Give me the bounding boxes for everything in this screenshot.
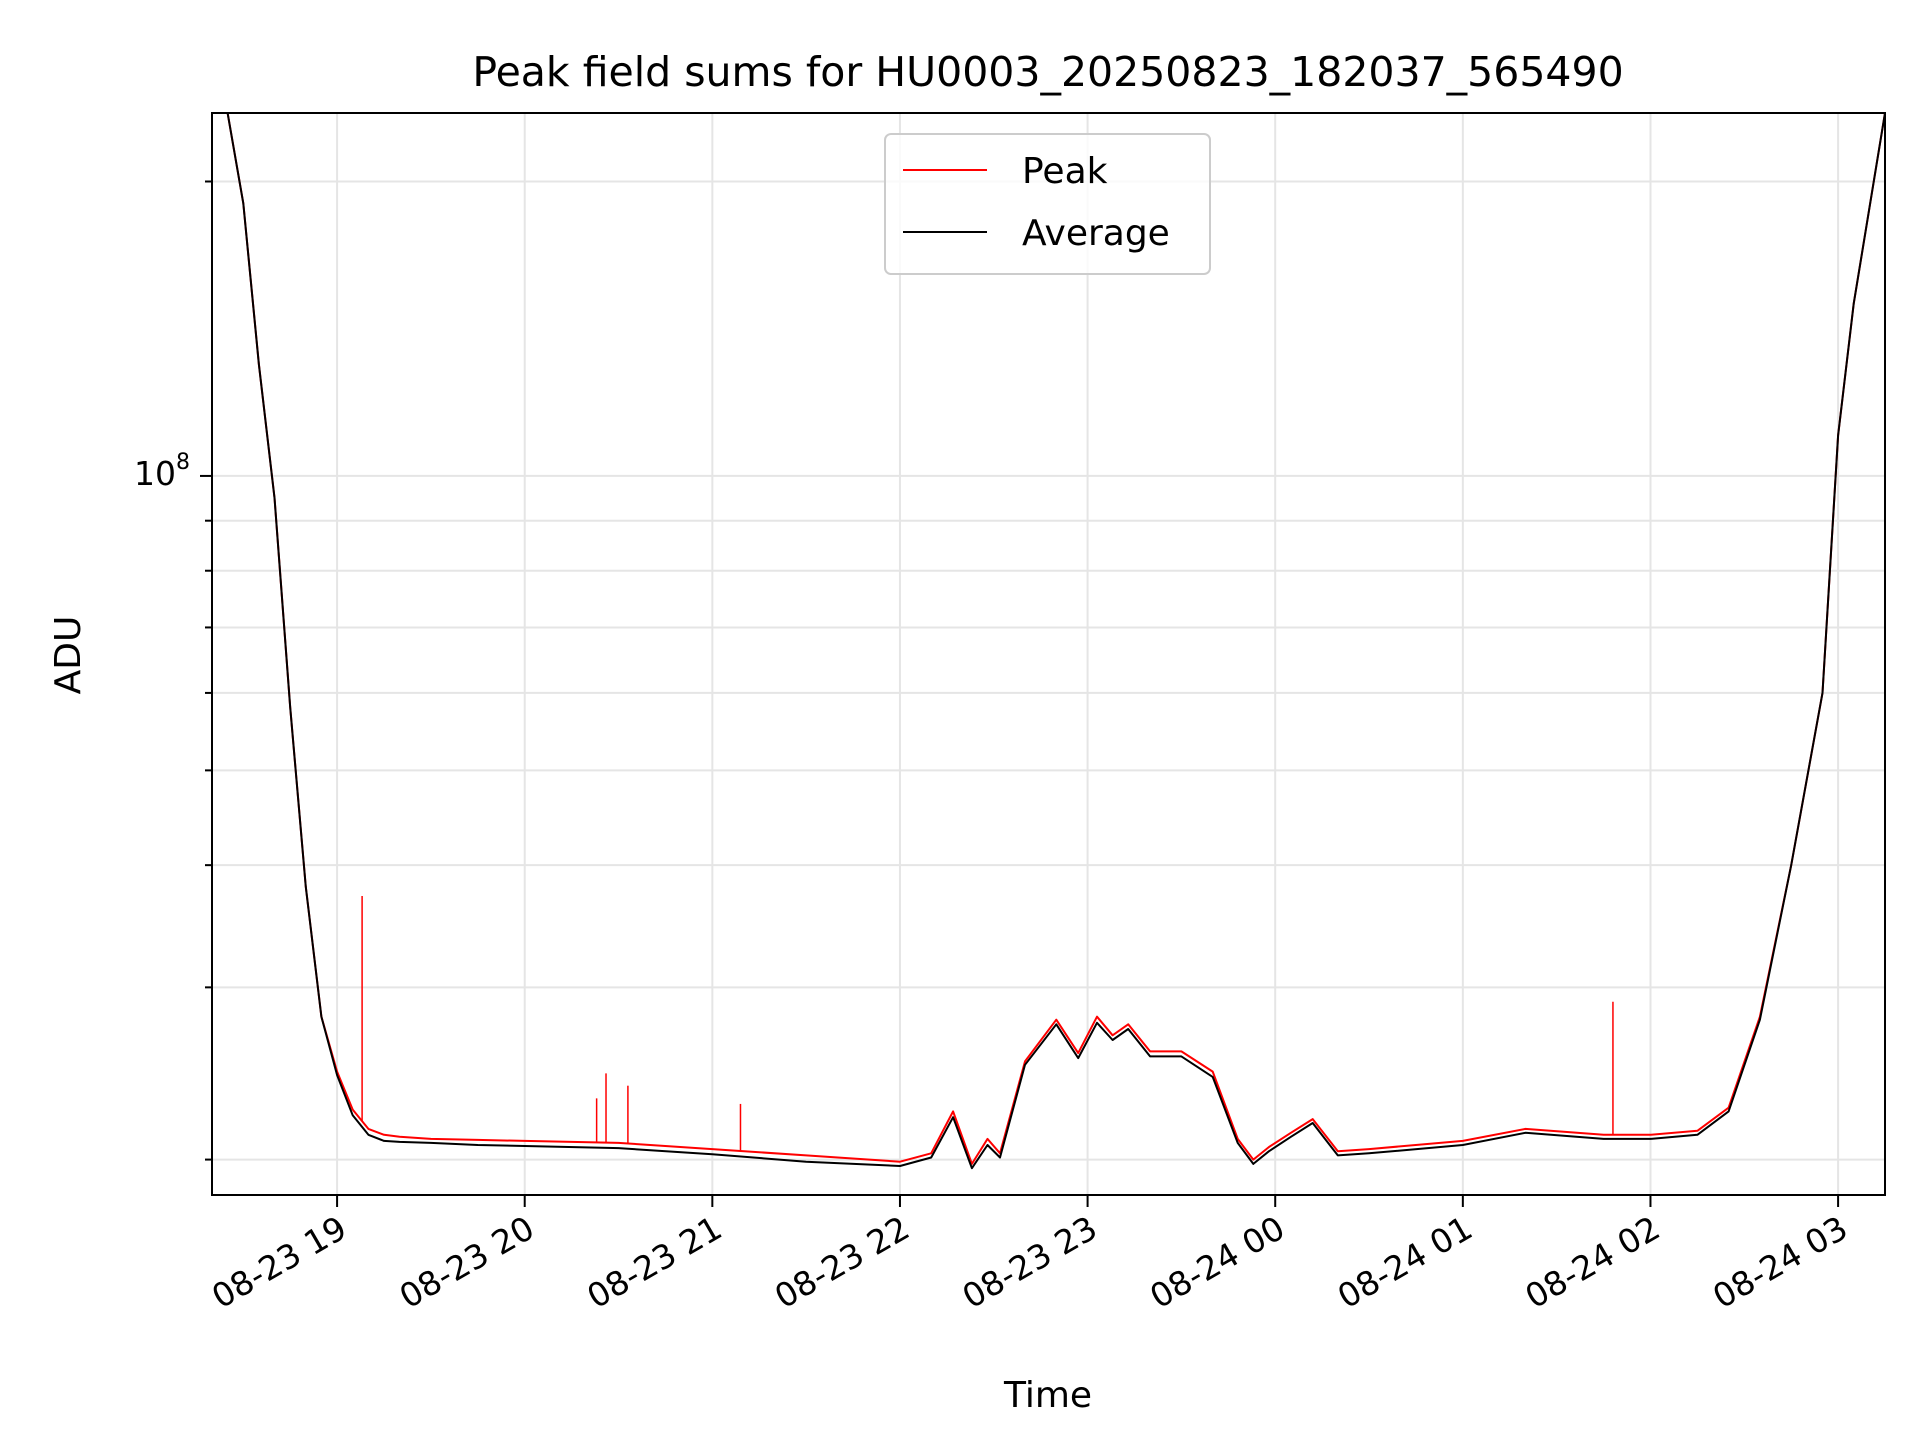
x-tick-label: 08-23 22 bbox=[768, 1208, 916, 1316]
x-tick-label: 08-24 01 bbox=[1331, 1208, 1479, 1316]
plot-frame bbox=[211, 112, 1886, 1196]
x-tick-label: 08-23 19 bbox=[205, 1208, 353, 1316]
chart-title: Peak field sums for HU0003_20250823_1820… bbox=[472, 48, 1623, 96]
x-tick-label: 08-24 02 bbox=[1518, 1208, 1666, 1316]
series-line-peak bbox=[212, 113, 1885, 1165]
ticks: 08-23 19 08-23 20 08-23 21 08-23 22 08-23 23… bbox=[200, 180, 1854, 1316]
x-tick-label: 08-23 21 bbox=[580, 1208, 728, 1316]
series-line-average bbox=[212, 113, 1885, 1170]
x-tick-label: 08-24 03 bbox=[1706, 1208, 1854, 1316]
y-tick-label-major: 108 bbox=[134, 450, 190, 493]
y-axis-label: ADU bbox=[48, 616, 89, 695]
legend: Peak Average bbox=[884, 133, 1211, 275]
legend-label-peak: Peak bbox=[1022, 151, 1108, 192]
series-group bbox=[212, 113, 1885, 1170]
legend-label-average: Average bbox=[1022, 213, 1170, 254]
grid bbox=[212, 113, 1885, 1195]
x-tick-label: 08-23 23 bbox=[956, 1208, 1104, 1316]
series-layer bbox=[212, 113, 1885, 1170]
x-axis-label: Time bbox=[1003, 1375, 1092, 1416]
x-tick-label: 08-23 20 bbox=[393, 1208, 541, 1316]
x-tick-label: 08-24 00 bbox=[1143, 1208, 1291, 1316]
